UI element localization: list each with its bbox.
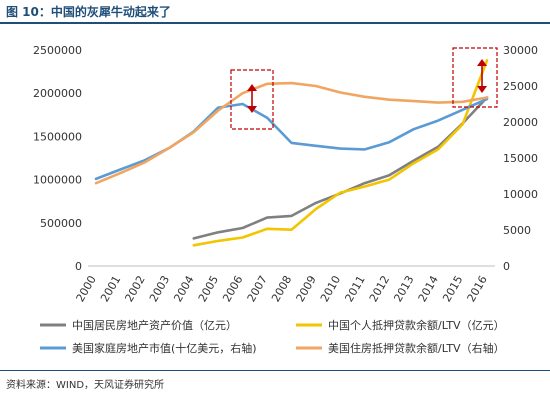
legend-item-1: 中国居民房地产资产价值（亿元） bbox=[40, 318, 237, 332]
left-axis-ticks: 0 500000 1000000 1500000 2000000 2500000 bbox=[33, 44, 82, 273]
x-tick-label: 2007 bbox=[245, 273, 270, 304]
arrow-head-down bbox=[477, 86, 487, 93]
left-tick-label: 2000000 bbox=[33, 87, 82, 100]
annotation-box-2006 bbox=[230, 69, 274, 130]
legend-label: 美国家庭房地产市值(十亿美元，右轴) bbox=[72, 341, 257, 355]
x-tick-label: 2014 bbox=[416, 273, 441, 304]
source-note: 资料来源：WIND，天风证券研究所 bbox=[6, 380, 165, 391]
x-tick-label: 2008 bbox=[269, 273, 294, 304]
x-tick-label: 2005 bbox=[196, 273, 221, 304]
series-line-4 bbox=[94, 81, 489, 185]
x-tick-label: 2000 bbox=[74, 273, 99, 304]
legend: 中国居民房地产资产价值（亿元） 中国个人抵押贷款余额/LTV（亿元） 美国家庭房地产… bbox=[40, 318, 505, 355]
right-tick-label: 0 bbox=[503, 260, 510, 273]
x-tick-label: 2002 bbox=[122, 273, 147, 304]
legend-item-2: 中国个人抵押贷款余额/LTV（亿元） bbox=[296, 318, 505, 332]
x-tick-label: 2012 bbox=[367, 273, 392, 304]
x-tick-label: 2001 bbox=[98, 273, 123, 304]
arrow-head-up bbox=[477, 59, 487, 66]
left-tick-label: 2500000 bbox=[33, 44, 82, 57]
right-tick-label: 25000 bbox=[503, 80, 538, 93]
x-tick-label: 2003 bbox=[147, 273, 172, 304]
series-lines bbox=[94, 59, 489, 247]
left-tick-label: 0 bbox=[75, 260, 82, 273]
right-tick-label: 30000 bbox=[503, 44, 538, 57]
x-tick-label: 2015 bbox=[440, 273, 465, 304]
x-tick-label: 2011 bbox=[342, 273, 367, 304]
right-tick-label: 10000 bbox=[503, 188, 538, 201]
x-tick-label: 2009 bbox=[294, 273, 319, 304]
arrow-head-down bbox=[247, 106, 257, 113]
legend-label: 美国住房抵押贷款余额/LTV（右轴） bbox=[328, 341, 505, 355]
title-rule bbox=[0, 22, 550, 24]
annotations bbox=[230, 47, 498, 130]
legend-label: 中国个人抵押贷款余额/LTV（亿元） bbox=[328, 318, 505, 332]
figure-title: 图 10：中国的灰犀牛动起来了 bbox=[6, 5, 171, 19]
legend-label: 中国居民房地产资产价值（亿元） bbox=[72, 318, 237, 332]
right-tick-label: 20000 bbox=[503, 116, 538, 129]
left-tick-label: 1500000 bbox=[33, 130, 82, 143]
left-tick-label: 500000 bbox=[40, 217, 82, 230]
x-tick-label: 2004 bbox=[171, 273, 196, 304]
footer-rule bbox=[0, 370, 550, 371]
right-axis-ticks: 0 5000 10000 15000 20000 25000 30000 bbox=[503, 44, 538, 273]
x-tick-label: 2016 bbox=[465, 273, 490, 304]
x-tick-label: 2010 bbox=[318, 273, 343, 304]
arrow-head-up bbox=[247, 84, 257, 91]
series-line-3 bbox=[94, 97, 489, 181]
x-tick-label: 2006 bbox=[220, 273, 245, 304]
right-tick-label: 5000 bbox=[503, 224, 531, 237]
series-line-2 bbox=[192, 59, 489, 247]
x-tick-label: 2013 bbox=[391, 273, 416, 304]
left-tick-label: 1000000 bbox=[33, 174, 82, 187]
annotation-arrow-2016 bbox=[477, 59, 487, 93]
legend-item-3: 美国家庭房地产市值(十亿美元，右轴) bbox=[40, 341, 257, 355]
legend-item-4: 美国住房抵押贷款余额/LTV（右轴） bbox=[296, 341, 505, 355]
right-tick-label: 15000 bbox=[503, 152, 538, 165]
x-axis-ticks: 2000 2001 2002 2003 2004 2005 2006 2007 2008 2009… bbox=[74, 273, 490, 304]
annotation-box-2016 bbox=[452, 47, 498, 108]
annotation-arrow-2006 bbox=[247, 84, 257, 113]
